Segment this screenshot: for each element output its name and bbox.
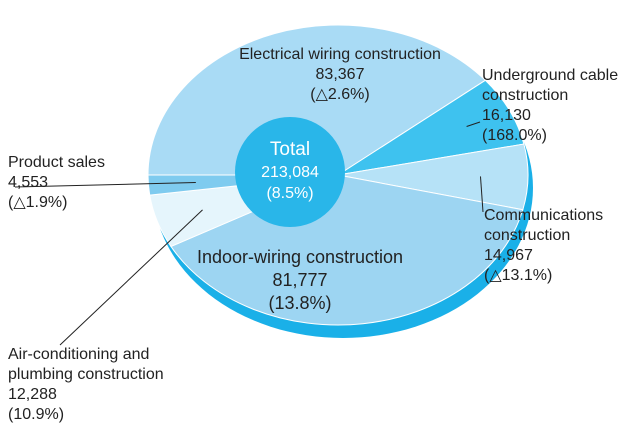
category-name: Underground cable construction (482, 67, 619, 104)
total-title: Total (269, 139, 311, 160)
category-name: Electrical wiring construction (239, 46, 441, 63)
change-label: (△2.6%) (310, 86, 370, 103)
leader-line (479, 176, 484, 213)
category-name: Air-conditioning and plumbing constructi… (8, 346, 164, 383)
slice-label: Product sales 4,553 (△1.9%) (8, 153, 138, 213)
leader-line (59, 209, 203, 346)
leader-line (14, 182, 196, 188)
value-label: 16,130 (482, 107, 531, 124)
slice-label: Communications construction 14,967 (△13.1%… (484, 206, 644, 286)
change-label: (13.8%) (268, 293, 332, 313)
change-label: (△1.9%) (8, 194, 68, 211)
pie-slice (147, 24, 487, 176)
slice-label: Air-conditioning and plumbing constructi… (8, 345, 198, 425)
value-label: 83,367 (315, 66, 365, 83)
slice-label: Underground cable construction 16,130 (168… (482, 66, 644, 146)
change-label: (168.0%) (482, 127, 547, 144)
category-name: Product sales (8, 154, 105, 171)
total-change: (8.5%) (266, 185, 314, 202)
slice-label: Indoor-wiring construction 81,777 (13.8%) (150, 246, 450, 315)
total-label: Total 213,084 (8.5%) (235, 138, 345, 204)
total-value: 213,084 (261, 164, 319, 181)
value-label: 12,288 (8, 386, 57, 403)
change-label: (△13.1%) (484, 267, 553, 284)
value-label: 81,777 (272, 270, 328, 290)
value-label: 4,553 (8, 174, 49, 191)
total-circle (235, 117, 345, 227)
slice-label: Electrical wiring construction 83,367 (△2.… (190, 45, 490, 105)
leader-line (466, 121, 481, 127)
category-name: Communications construction (484, 207, 604, 244)
change-label: (10.9%) (8, 406, 65, 423)
category-name: Indoor-wiring construction (196, 247, 404, 267)
value-label: 14,967 (484, 247, 533, 264)
